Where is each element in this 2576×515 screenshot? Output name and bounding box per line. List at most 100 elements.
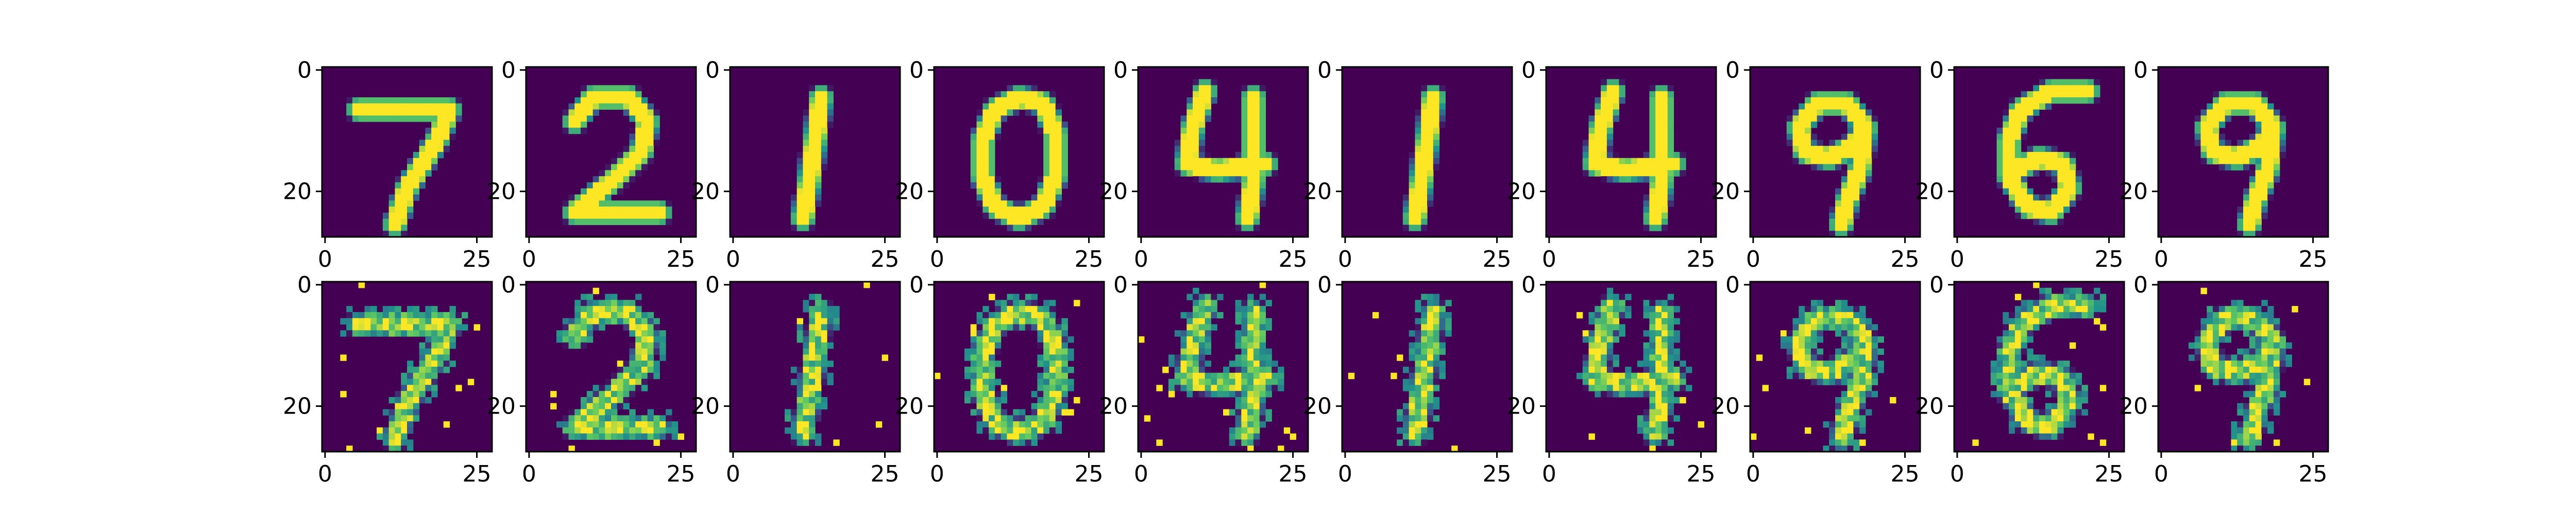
pixel	[821, 133, 828, 141]
pixel	[2279, 140, 2286, 146]
pixel	[2273, 324, 2280, 331]
pixel	[431, 133, 438, 141]
pixel	[1865, 115, 1872, 122]
pixel	[647, 133, 654, 141]
pixel	[2225, 103, 2232, 110]
pixel	[2051, 360, 2058, 367]
pixel	[2027, 427, 2033, 434]
pixel	[1031, 207, 1038, 213]
pixel	[809, 409, 816, 416]
pixel	[821, 367, 828, 373]
pixel	[641, 200, 648, 207]
pixel	[1433, 300, 1440, 306]
pixel	[1829, 231, 1836, 237]
y-tick-label: 20	[2119, 393, 2148, 420]
pixel	[1055, 397, 1062, 404]
pixel	[2273, 127, 2280, 134]
pixel	[2051, 85, 2058, 92]
y-tick-label: 20	[895, 179, 924, 205]
pixel	[1655, 122, 1662, 128]
pixel	[455, 385, 462, 391]
pixel	[2045, 164, 2052, 170]
pixel	[1409, 170, 1416, 177]
pixel	[1229, 360, 1236, 367]
pixel	[1247, 225, 1254, 231]
pixel	[1853, 409, 1860, 416]
pixel	[2003, 127, 2009, 134]
pixel	[611, 85, 618, 92]
pixel	[1272, 372, 1278, 380]
pixel	[395, 330, 401, 337]
pixel	[2218, 354, 2226, 361]
pixel	[1031, 91, 1038, 98]
pixel	[2255, 397, 2262, 404]
pixel	[994, 218, 1002, 226]
pixel	[1859, 427, 1866, 434]
pixel	[1865, 391, 1872, 398]
pixel	[1847, 385, 1854, 391]
pixel	[666, 415, 672, 422]
pixel	[1810, 379, 1818, 385]
pixel	[1649, 103, 1656, 110]
pixel	[1619, 379, 1625, 385]
pixel	[982, 372, 989, 380]
pixel	[1799, 109, 1805, 116]
pixel	[1241, 200, 1248, 207]
pixel	[2243, 212, 2250, 219]
axes-frame	[729, 66, 901, 238]
pixel	[976, 176, 983, 183]
pixel	[809, 385, 816, 391]
axes-frame	[1545, 281, 1717, 453]
pixel	[2027, 421, 2033, 428]
pixel	[2094, 294, 2100, 300]
pixel	[599, 324, 605, 331]
pixel	[1043, 330, 1050, 337]
pixel	[2027, 385, 2033, 391]
pixel	[635, 294, 642, 300]
pixel	[970, 170, 977, 177]
x-tick-label: 25	[2095, 461, 2124, 487]
pixel	[1198, 367, 1206, 373]
pixel	[568, 103, 575, 110]
pixel	[815, 306, 822, 313]
pixel	[2027, 306, 2033, 313]
pixel	[1643, 200, 1650, 207]
pixel	[1865, 409, 1872, 416]
pixel	[581, 415, 587, 422]
pixel	[796, 164, 804, 170]
pixel	[2249, 225, 2256, 231]
pixel	[1595, 348, 1601, 355]
pixel	[1043, 152, 1050, 159]
pixel	[1786, 140, 1793, 146]
pixel	[1247, 212, 1254, 219]
pixel	[2045, 158, 2052, 165]
pixel	[431, 385, 438, 391]
pixel	[401, 391, 408, 398]
pixel	[1786, 127, 1793, 134]
pixel	[592, 103, 600, 110]
y-tick-label: 20	[1099, 179, 1128, 205]
pixel	[1649, 85, 1656, 92]
pixel	[815, 433, 822, 440]
pixel	[1253, 170, 1260, 177]
pixel	[641, 164, 648, 170]
pixel	[2237, 360, 2244, 367]
pixel	[641, 127, 648, 134]
pixel	[1259, 122, 1266, 128]
pixel	[2051, 207, 2058, 213]
pixel	[1421, 360, 1428, 367]
pixel	[1835, 354, 1842, 361]
pixel	[1847, 354, 1854, 361]
pixel	[1859, 385, 1866, 391]
pixel	[1606, 140, 1614, 146]
pixel	[1661, 207, 1668, 213]
pixel	[599, 421, 605, 428]
pixel	[1595, 324, 1601, 331]
pixel	[1661, 324, 1668, 331]
pixel	[1649, 146, 1656, 152]
pixel	[419, 372, 426, 380]
pixel	[1637, 164, 1644, 170]
pixel	[2009, 188, 2015, 195]
